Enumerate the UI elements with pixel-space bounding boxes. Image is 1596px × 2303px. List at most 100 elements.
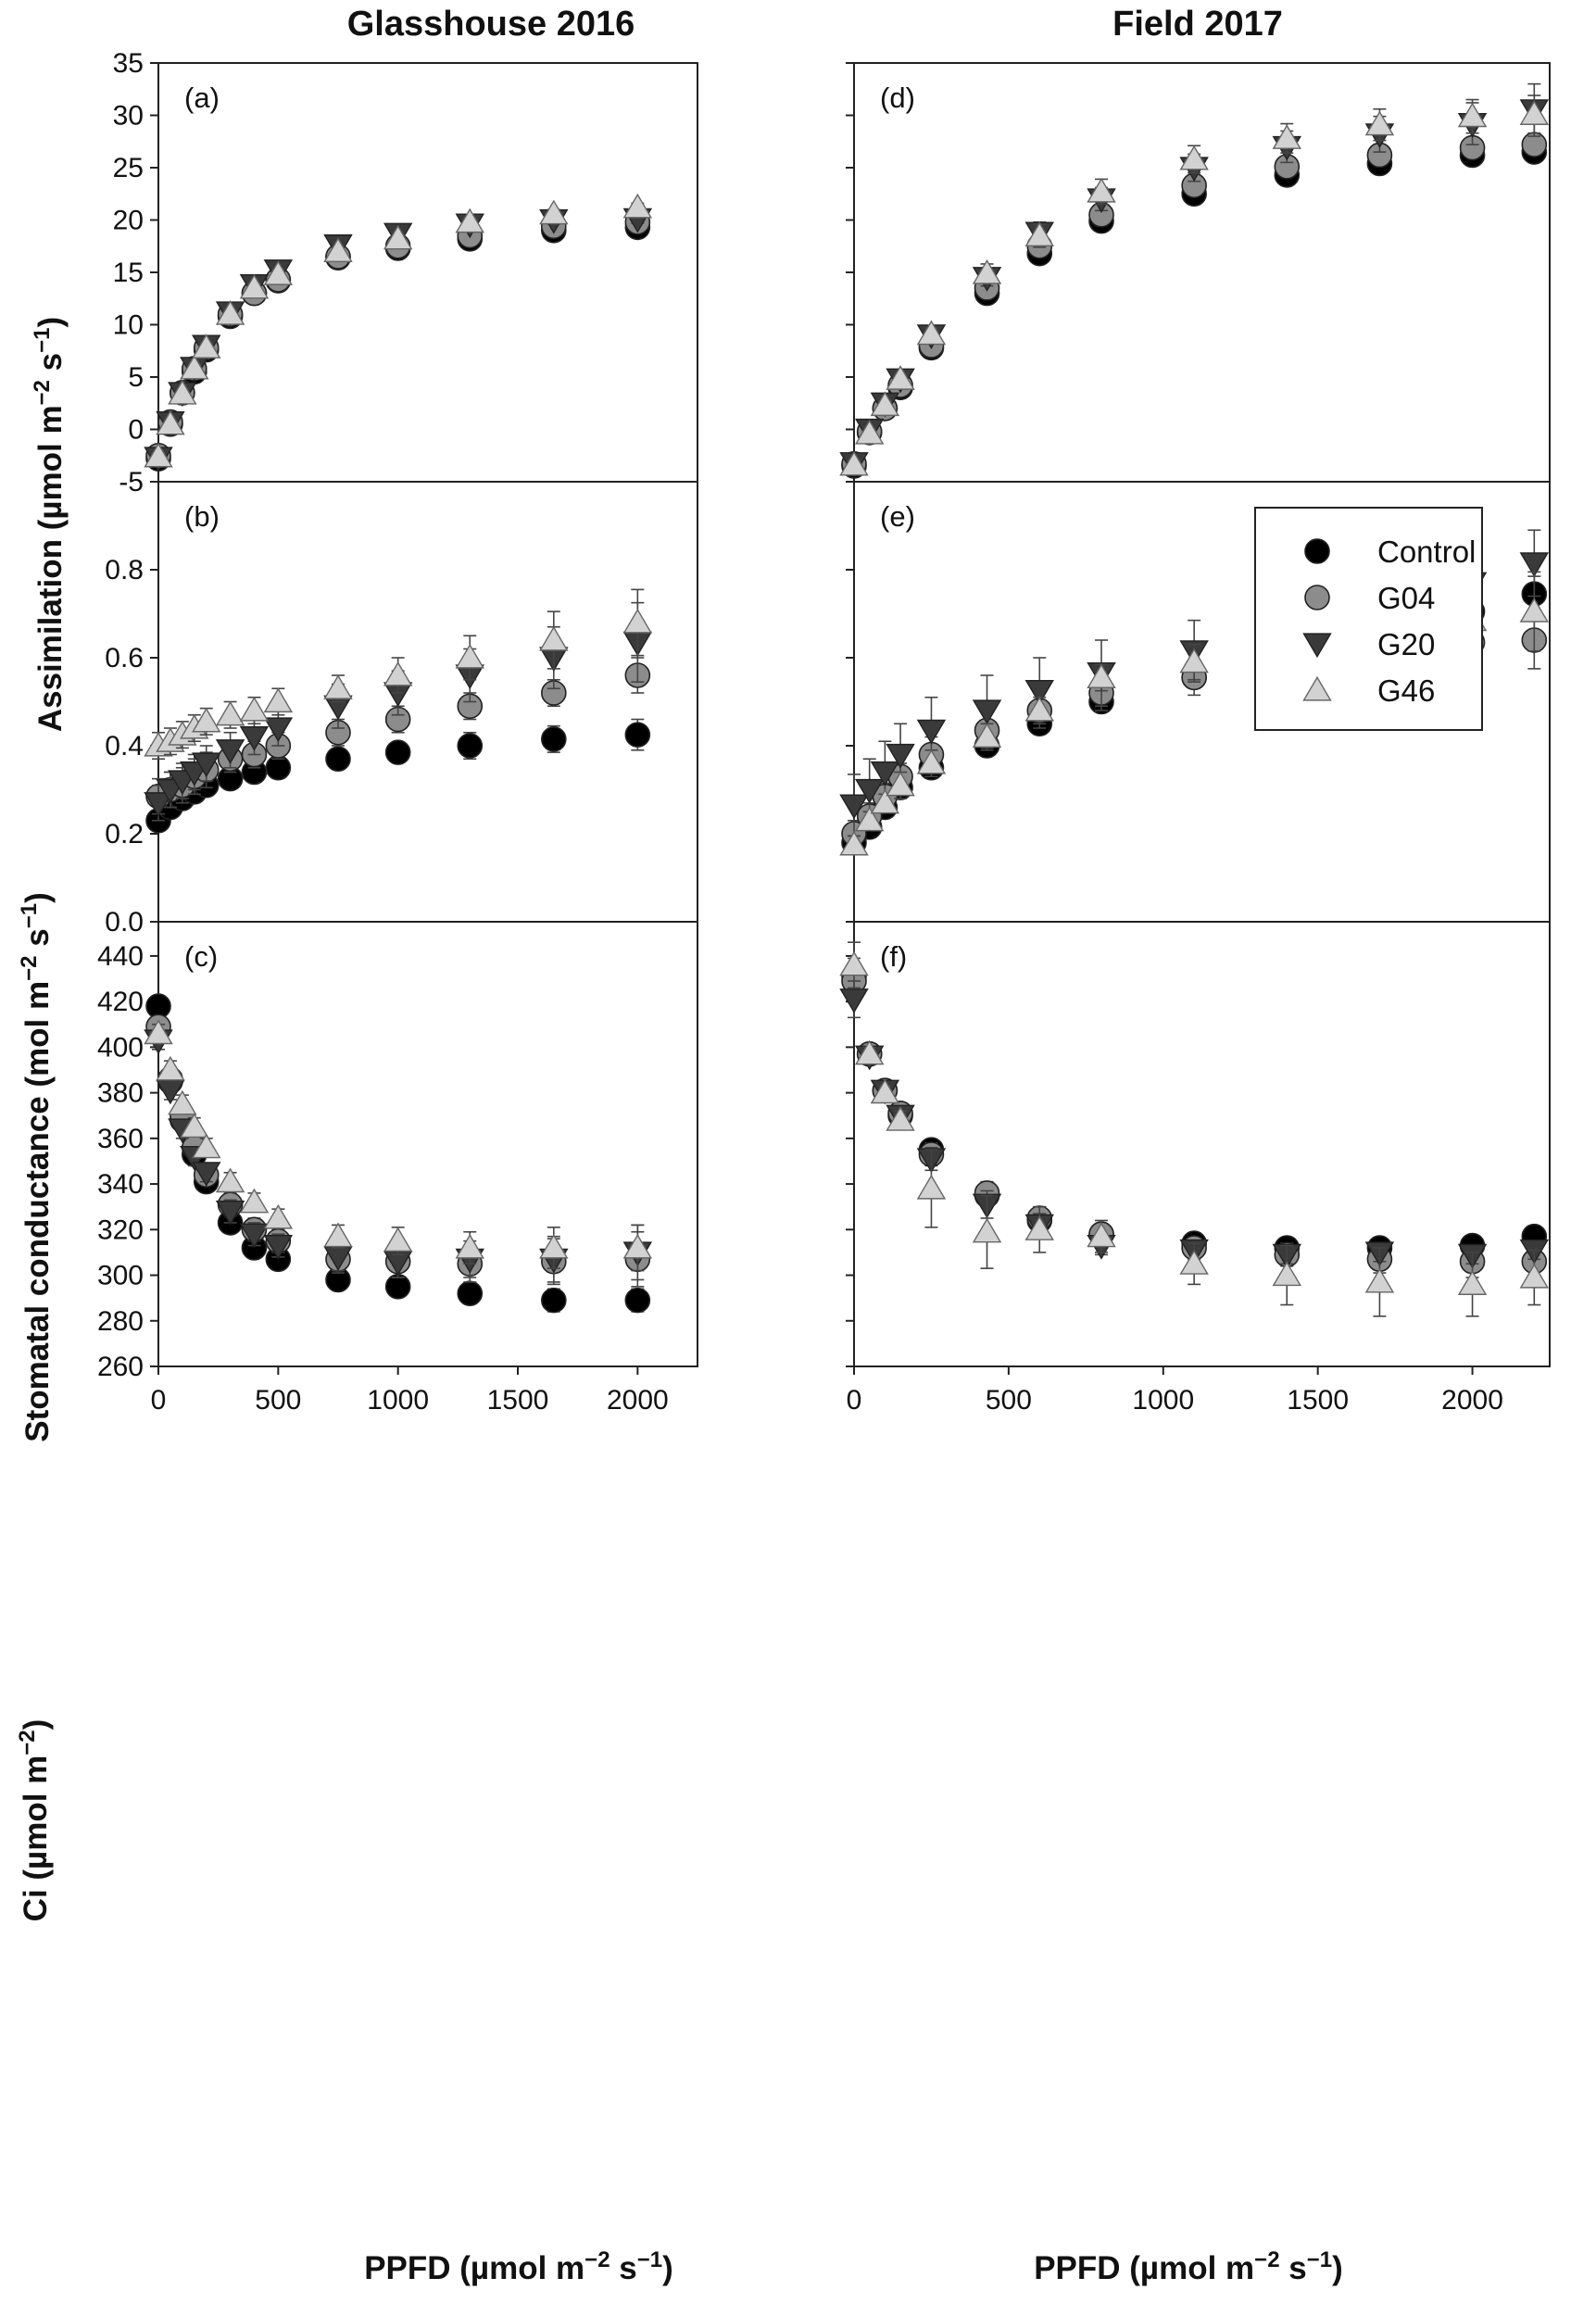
data-point <box>1024 221 1054 247</box>
y-tick-label: 35 <box>113 48 144 79</box>
panel-frame <box>853 62 1551 483</box>
x-tick-label: 0 <box>847 1385 862 1416</box>
data-point <box>144 792 173 817</box>
data-point <box>839 794 869 820</box>
data-point <box>323 237 353 262</box>
panel-label: (b) <box>184 500 220 533</box>
data-point <box>1087 1222 1116 1248</box>
data-point <box>886 771 915 797</box>
x-tick-label: 1000 <box>367 1385 429 1416</box>
data-point <box>622 608 653 634</box>
panel-label: (e) <box>880 500 915 533</box>
data-point <box>886 743 915 769</box>
data-point <box>180 354 209 380</box>
data-point <box>870 391 900 417</box>
legend-label-g20: G20 <box>1377 627 1435 661</box>
y-tick-label: 0.0 <box>105 907 144 938</box>
y-tick-label: 5 <box>128 362 144 393</box>
series-g46 <box>144 588 653 761</box>
series-g20 <box>839 980 1550 1269</box>
x-tick-label: 1000 <box>1132 1385 1194 1416</box>
data-point <box>168 1089 197 1115</box>
data-point <box>1179 1250 1209 1275</box>
data-point <box>383 1227 413 1252</box>
panel-f: 05001000150020002500(f) <box>839 921 1551 1416</box>
y-tick-label: -5 <box>119 467 144 497</box>
panel-a: -5 0 5 10 15 20 25 30 35 (a) <box>113 48 698 497</box>
data-point <box>839 950 869 976</box>
data-point <box>854 778 885 804</box>
data-point <box>1024 680 1054 705</box>
data-point <box>886 1105 915 1131</box>
y-tick-label: 0.6 <box>105 643 144 673</box>
data-point <box>916 320 947 346</box>
data-point <box>156 409 185 435</box>
legend-marker-g20 <box>1302 633 1332 659</box>
data-point <box>1179 145 1209 170</box>
data-point <box>854 419 885 445</box>
data-point <box>323 674 353 699</box>
legend-marker-g04 <box>1304 585 1330 610</box>
panel-frame <box>157 481 698 923</box>
data-point <box>622 193 653 219</box>
data-point <box>870 1078 900 1104</box>
data-point <box>323 1222 353 1248</box>
y-tick-label: 0.8 <box>105 555 144 585</box>
data-point <box>383 661 413 686</box>
legend-marker-control <box>1304 538 1330 564</box>
data-point <box>383 224 413 250</box>
data-point <box>239 1188 270 1214</box>
legend-label-g04: G04 <box>1377 581 1435 615</box>
data-point <box>854 806 885 832</box>
data-point <box>192 333 221 359</box>
data-point <box>1179 648 1209 673</box>
x-tick-label: 2000 <box>607 1385 669 1416</box>
data-point <box>839 988 869 1013</box>
data-point <box>539 199 569 225</box>
legend: Control G04 G20 G46 <box>1254 507 1483 731</box>
series-g04 <box>841 132 1548 477</box>
data-point <box>263 260 294 285</box>
data-point <box>870 761 900 787</box>
data-point <box>239 273 270 299</box>
data-point <box>540 1287 567 1314</box>
panel-frame <box>157 921 698 1367</box>
data-point <box>1272 124 1302 149</box>
data-point <box>870 788 900 814</box>
y-tick-label: 0.2 <box>105 819 144 849</box>
data-point <box>886 365 915 390</box>
panels-group: -5 0 5 10 15 20 25 30 35 (a) 0.0 0.2 0.4 0.6 0.8 (b) 260… <box>97 48 1551 1416</box>
y-tick-label: 420 <box>97 987 144 1017</box>
data-point <box>1519 597 1550 623</box>
data-point <box>192 707 221 733</box>
y-tick-label: 10 <box>113 310 144 341</box>
data-point <box>215 739 245 764</box>
y-tick-label: 25 <box>113 153 144 183</box>
data-point <box>1457 102 1488 128</box>
data-point <box>1457 1270 1488 1295</box>
panel-label: (d) <box>880 82 915 114</box>
data-point <box>263 717 294 743</box>
data-point <box>144 1019 173 1045</box>
data-point <box>239 1223 270 1249</box>
xlabel-glasshouse: PPFD (µmol m−2 s−1) <box>364 2247 673 2286</box>
legend-label-control: Control <box>1377 535 1476 569</box>
series-control <box>145 718 651 834</box>
y-tick-label: 300 <box>97 1261 144 1291</box>
legend-box <box>1254 507 1483 731</box>
series-g46 <box>144 1019 653 1272</box>
x-tick-label: 500 <box>255 1385 301 1416</box>
panel-label: (a) <box>184 82 220 114</box>
y-tick-label: 360 <box>97 1124 144 1154</box>
data-point <box>539 625 569 651</box>
data-point <box>972 258 1002 284</box>
y-tick-label: 15 <box>113 258 144 288</box>
data-point <box>156 1055 185 1081</box>
x-tick-label: 2000 <box>1441 1385 1503 1416</box>
series-control <box>841 957 1548 1261</box>
data-point <box>854 1039 885 1065</box>
y-tick-label: 380 <box>97 1078 144 1109</box>
panel-label: (f) <box>880 940 907 973</box>
data-point <box>540 726 567 752</box>
panel-label: (c) <box>184 940 218 973</box>
